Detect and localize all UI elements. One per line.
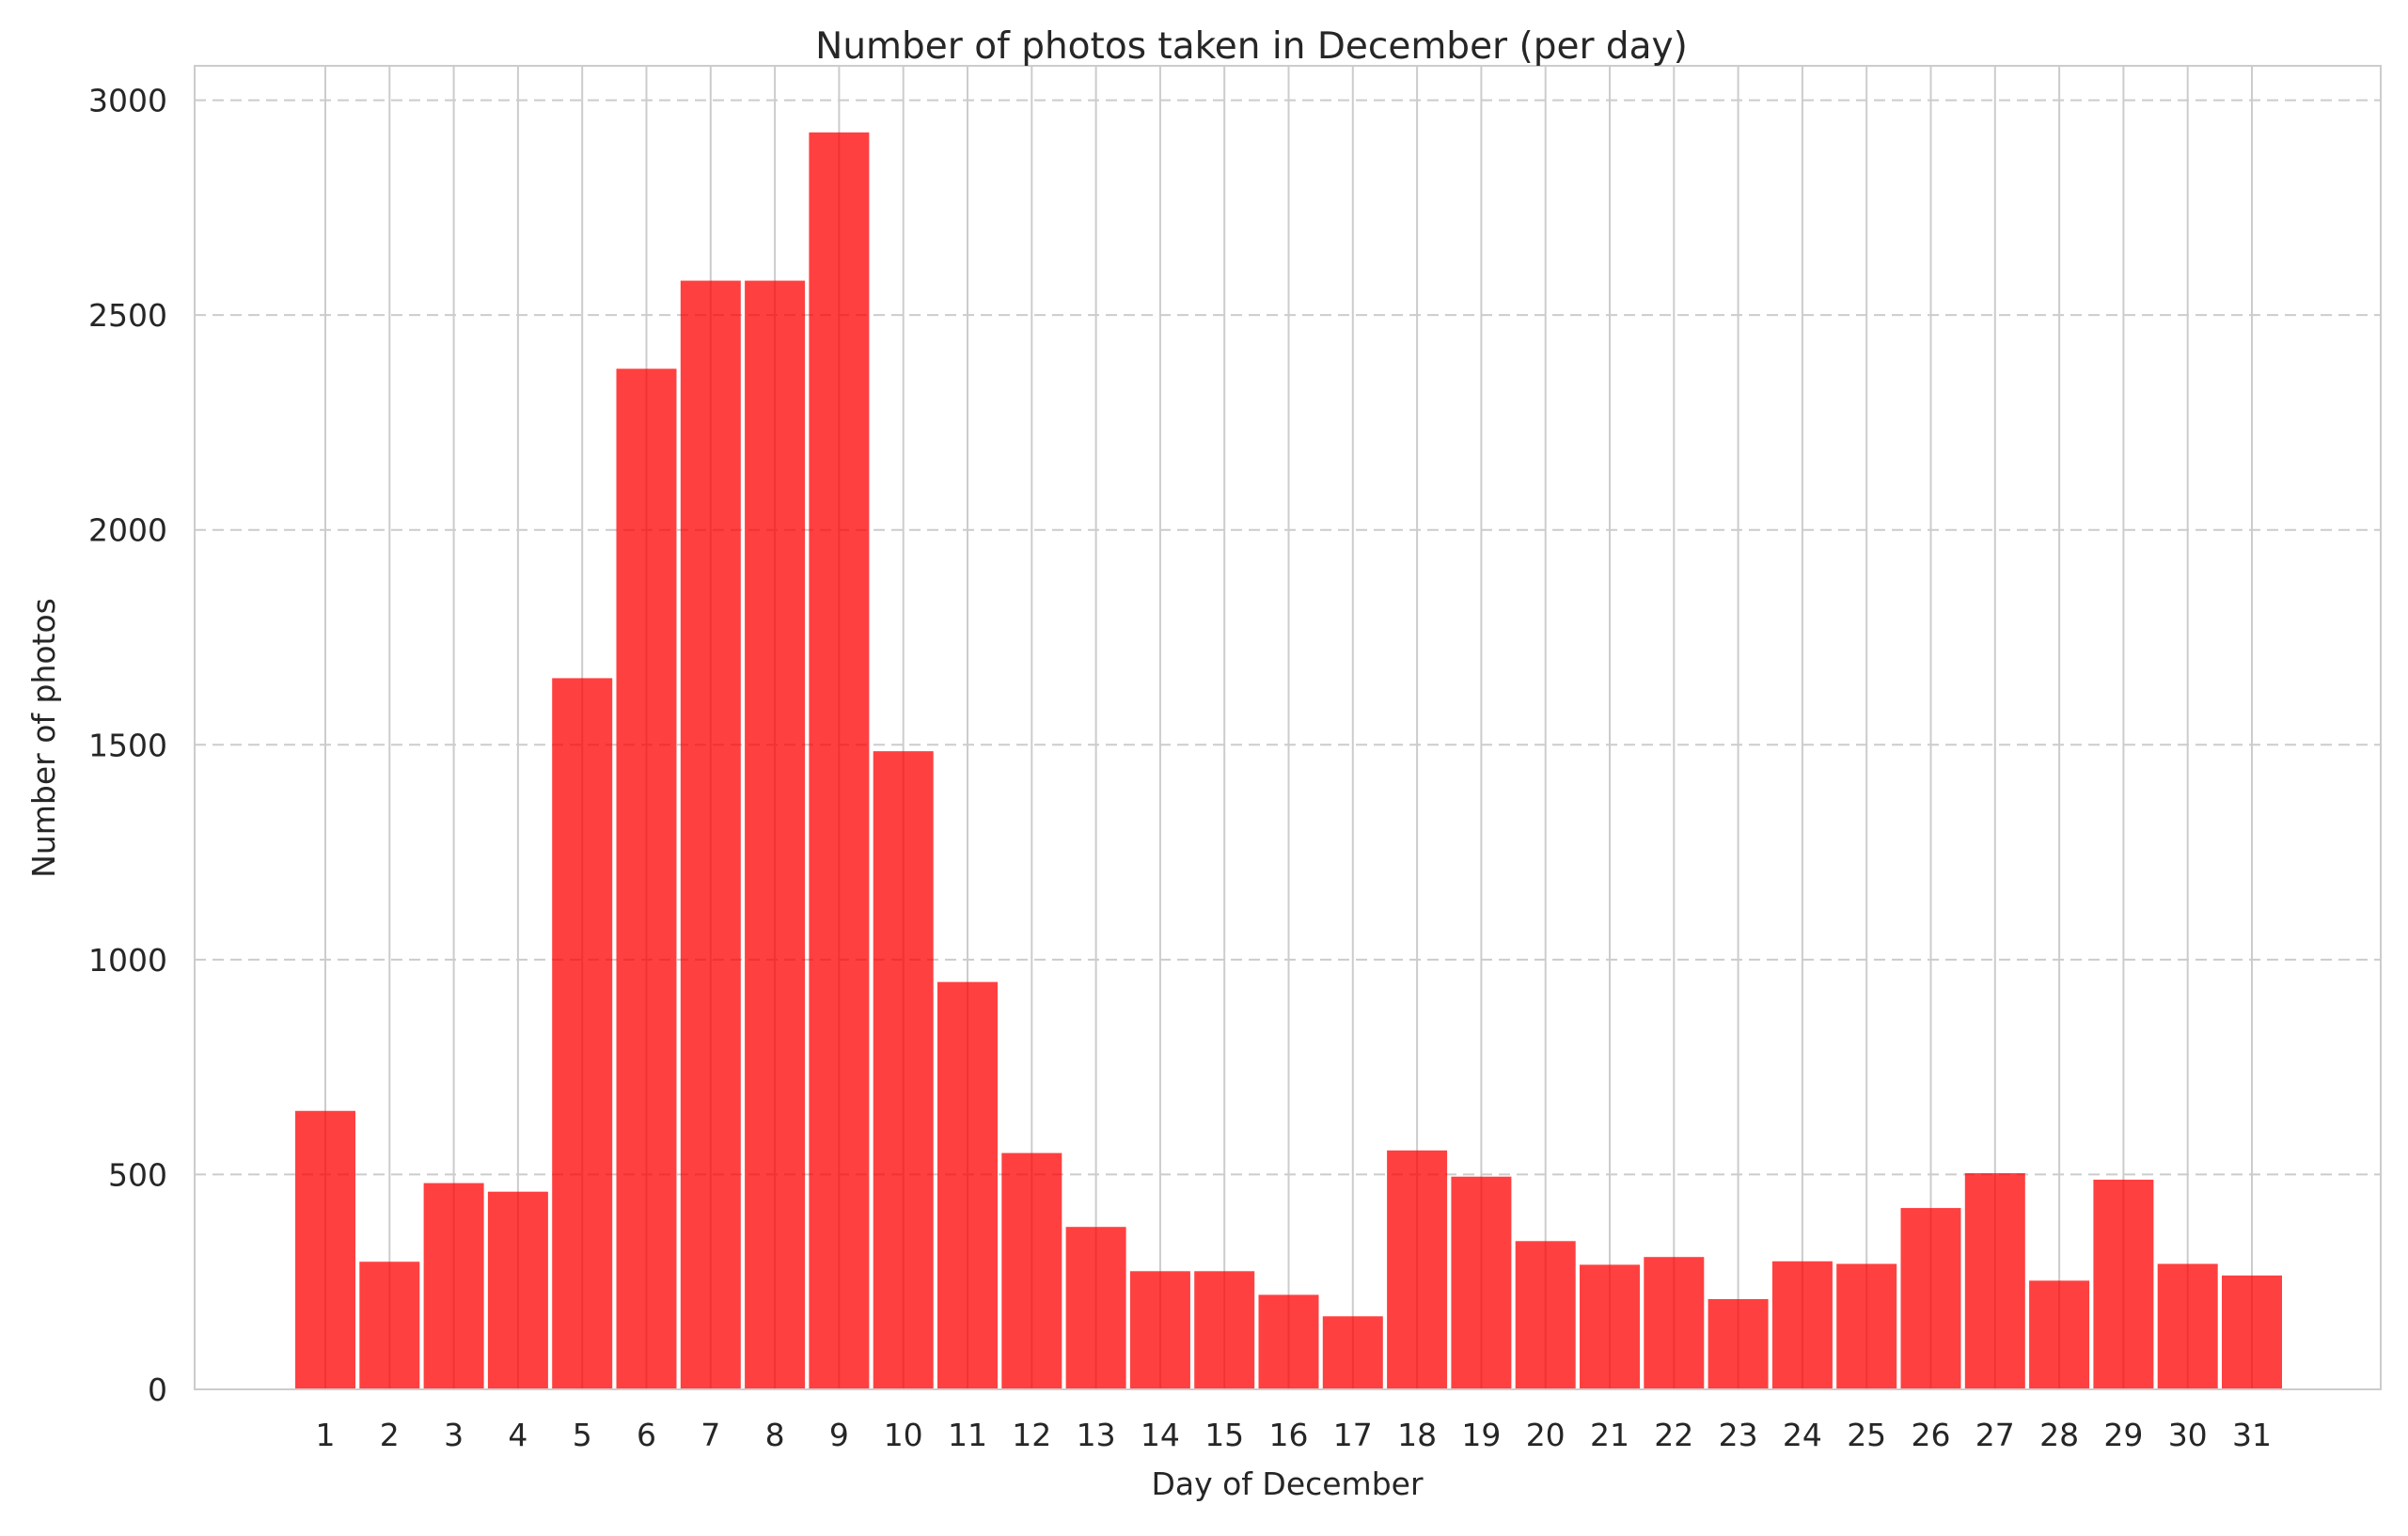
x-tick-label: 5 (573, 1417, 592, 1453)
bar-day-18 (1387, 1150, 1448, 1389)
bar-day-7 (680, 280, 741, 1390)
bar-day-23 (1708, 1299, 1769, 1389)
bar-day-24 (1771, 1261, 1833, 1389)
grid-layer (195, 66, 2381, 1389)
x-tick-label: 11 (948, 1417, 987, 1453)
x-tick-label: 14 (1141, 1417, 1180, 1453)
x-tick-label: 22 (1654, 1417, 1693, 1453)
x-tick-label: 18 (1397, 1417, 1437, 1453)
bar-day-8 (745, 280, 806, 1390)
chart-title: Number of photos taken in December (per … (815, 25, 1688, 68)
x-axis-label: Day of December (1151, 1465, 1424, 1502)
bar-day-21 (1580, 1264, 1640, 1389)
bar-day-16 (1258, 1294, 1319, 1389)
x-tick-label: 6 (637, 1417, 656, 1453)
x-tick-label: 21 (1590, 1417, 1629, 1453)
x-tick-label: 16 (1269, 1417, 1309, 1453)
x-tick-label: 9 (829, 1417, 849, 1453)
bar-day-1 (295, 1110, 355, 1389)
bar-day-25 (1836, 1263, 1897, 1389)
x-tick-label: 31 (2232, 1417, 2272, 1453)
axes-layer (194, 65, 2382, 1390)
bar-day-14 (1129, 1271, 1190, 1389)
bar-day-4 (487, 1191, 548, 1389)
bar-day-9 (809, 132, 870, 1389)
bar-day-5 (552, 678, 613, 1389)
bar-day-31 (2222, 1275, 2282, 1389)
y-tick-label: 1500 (88, 727, 167, 763)
bar-day-22 (1644, 1257, 1705, 1389)
x-tick-label: 13 (1077, 1417, 1116, 1453)
bar-day-29 (2093, 1179, 2154, 1389)
bar-day-26 (1900, 1208, 1961, 1389)
bar-day-13 (1065, 1227, 1126, 1389)
x-tick-label: 30 (2168, 1417, 2208, 1453)
x-tick-label: 4 (508, 1417, 527, 1453)
x-tick-label: 28 (2039, 1417, 2079, 1453)
x-tick-label: 7 (700, 1417, 720, 1453)
x-tick-label: 29 (2103, 1417, 2143, 1453)
y-tick-label: 0 (148, 1371, 167, 1408)
bar-day-6 (616, 368, 677, 1390)
x-tick-label: 27 (1975, 1417, 2015, 1453)
y-tick-label: 500 (108, 1156, 167, 1193)
y-tick-label: 1000 (88, 942, 167, 979)
bar-day-28 (2029, 1280, 2090, 1389)
x-tick-label: 3 (444, 1417, 464, 1453)
x-tick-label: 15 (1204, 1417, 1244, 1453)
y-tick-label: 3000 (88, 83, 167, 119)
x-tick-label: 26 (1912, 1417, 1951, 1453)
bar-day-30 (2157, 1263, 2218, 1389)
y-axis-label: Number of photos (25, 598, 62, 878)
x-tick-label: 24 (1783, 1417, 1822, 1453)
bars-layer (295, 132, 2282, 1390)
bar-day-27 (1964, 1173, 2025, 1389)
x-tick-label: 20 (1526, 1417, 1566, 1453)
x-tick-label: 12 (1012, 1417, 1051, 1453)
bar-day-19 (1451, 1176, 1512, 1389)
bar-day-15 (1194, 1271, 1255, 1389)
y-tick-label: 2000 (88, 512, 167, 549)
x-tick-label: 25 (1847, 1417, 1886, 1453)
bar-day-20 (1515, 1241, 1576, 1389)
bar-day-12 (1001, 1152, 1062, 1389)
x-tick-label: 23 (1719, 1417, 1758, 1453)
bar-day-2 (359, 1262, 420, 1389)
plot-frame (194, 65, 2382, 1390)
x-tick-label: 19 (1461, 1417, 1501, 1453)
x-tick-label: 8 (765, 1417, 785, 1453)
bar-day-10 (873, 751, 934, 1389)
bar-day-17 (1322, 1316, 1383, 1389)
bar-day-11 (937, 981, 998, 1389)
tick-labels-layer: 1 2 3 4 5 6 7 8 9 10 11 12 13 14 15 16 17 18 19 20 21 22 23 24 2… (88, 83, 2272, 1453)
y-tick-label: 2500 (88, 297, 167, 334)
x-tick-label: 2 (380, 1417, 400, 1453)
x-tick-label: 10 (884, 1417, 923, 1453)
x-tick-label: 17 (1333, 1417, 1373, 1453)
x-tick-label: 1 (316, 1417, 336, 1453)
bar-day-3 (423, 1183, 484, 1389)
